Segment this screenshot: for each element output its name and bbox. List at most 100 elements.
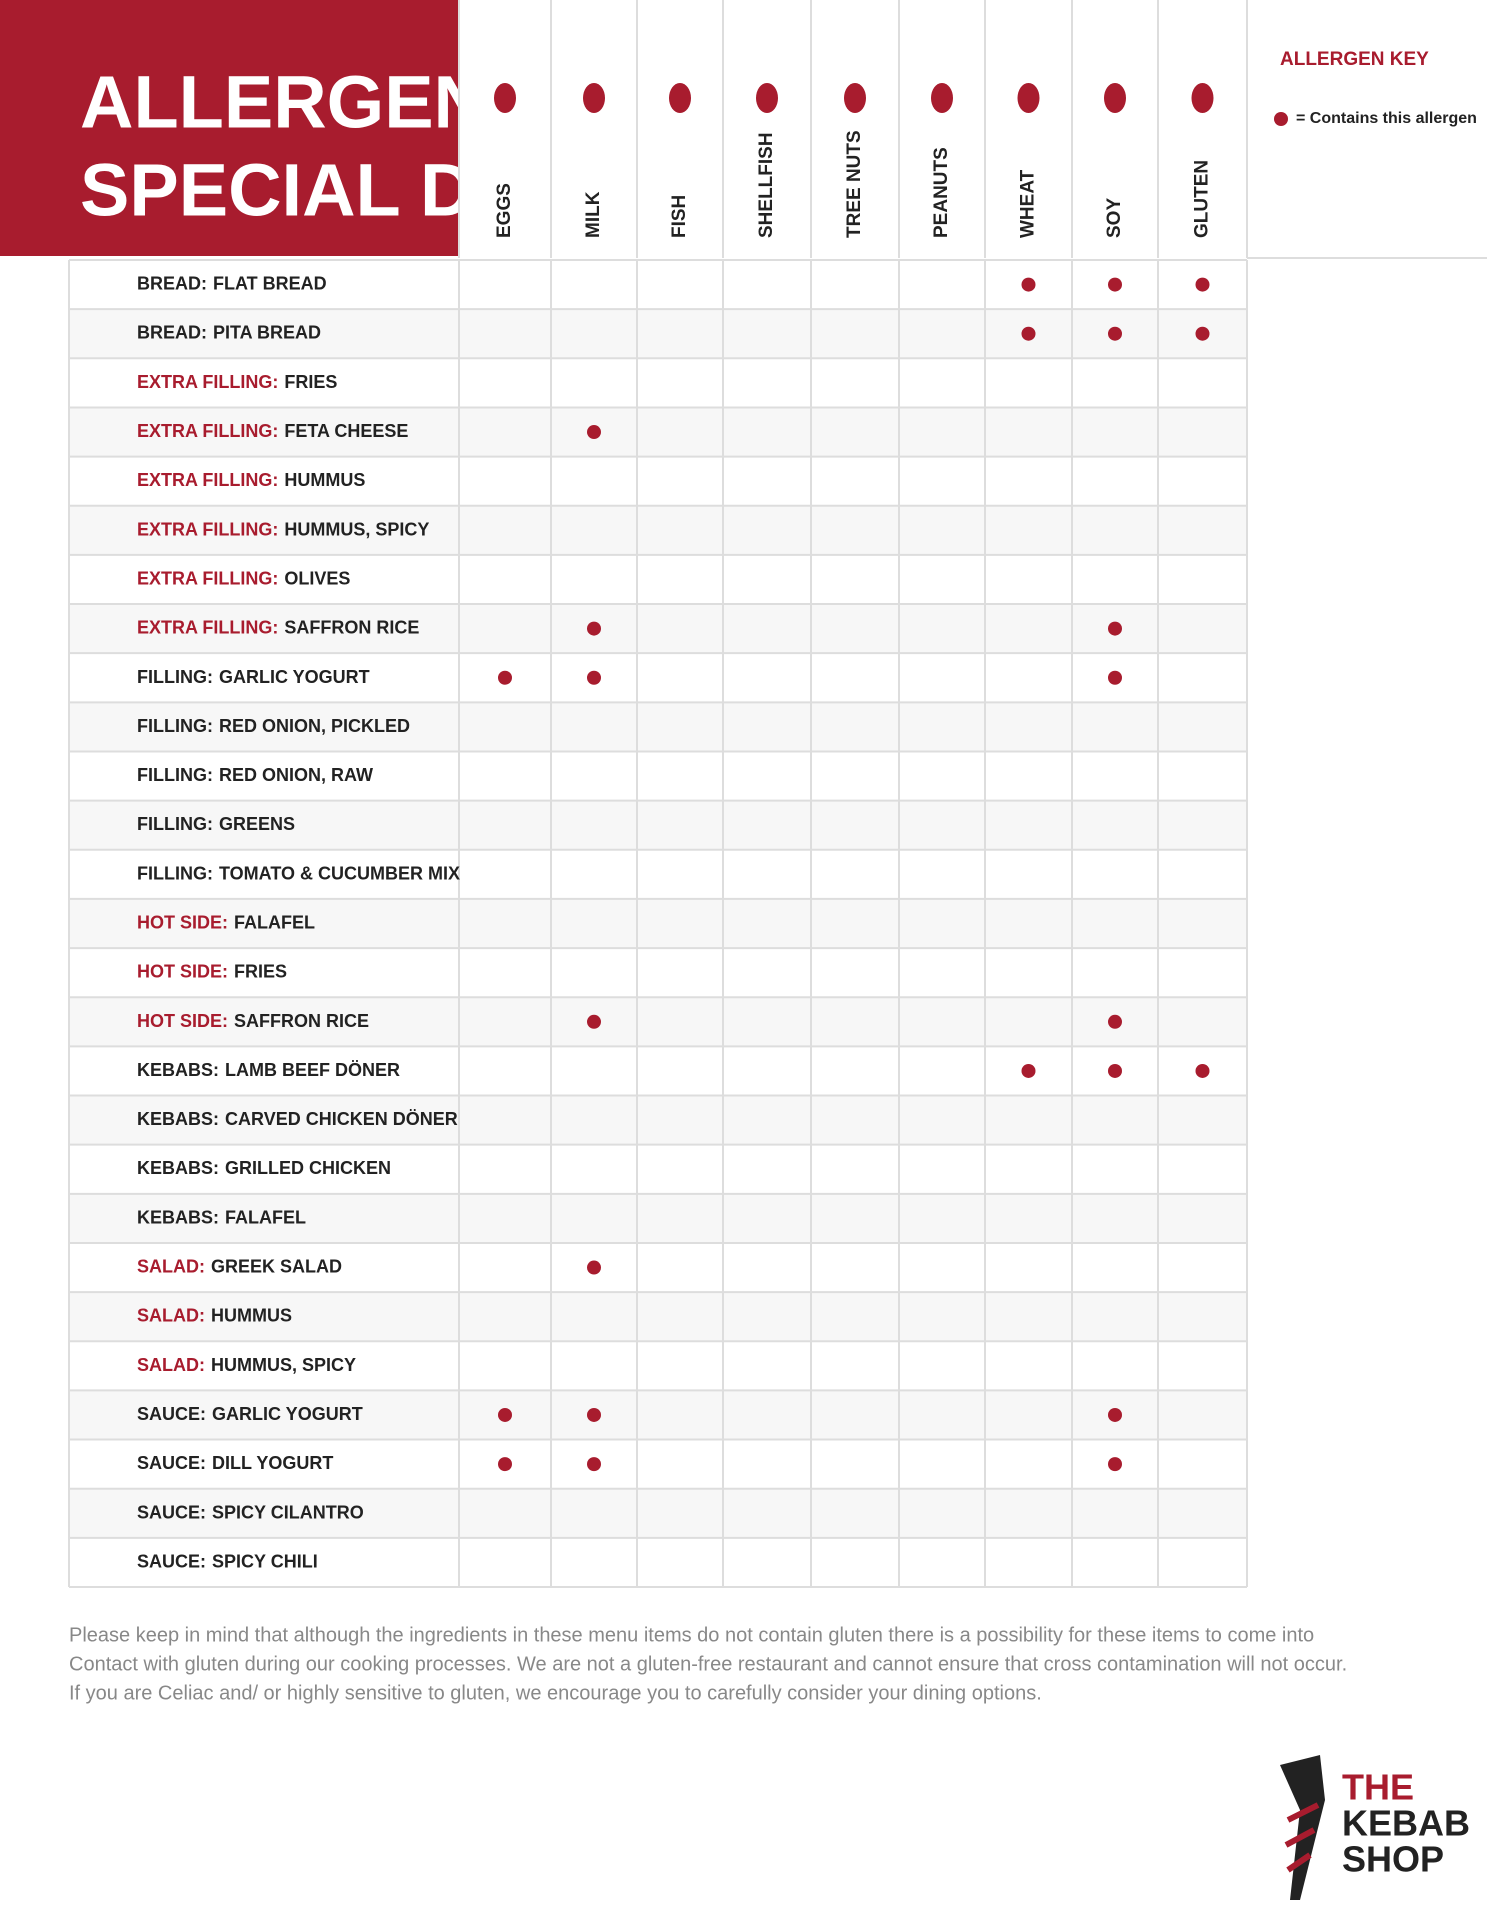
allergen-icon <box>931 83 953 113</box>
row-item: RED ONION, PICKLED <box>219 716 410 736</box>
column-header: PEANUTS <box>931 147 952 238</box>
row-category: KEBABS: <box>137 1207 219 1227</box>
column-header: MILK <box>583 191 604 238</box>
row-band <box>69 505 1247 555</box>
row-band <box>69 1488 1247 1538</box>
row-label: EXTRA FILLING: FETA CHEESE <box>137 421 408 441</box>
disclaimer-line: Contact with gluten during our cooking p… <box>69 1653 1347 1675</box>
row-item: HUMMUS, SPICY <box>284 519 429 539</box>
row-item: HUMMUS, SPICY <box>211 1355 356 1375</box>
allergen-dot <box>1021 277 1036 292</box>
disclaimer-line: If you are Celiac and/ or highly sensiti… <box>69 1682 1042 1704</box>
row-category: SAUCE: <box>137 1453 206 1473</box>
row-item: SAFFRON RICE <box>284 617 419 637</box>
row-item: PITA BREAD <box>213 322 321 342</box>
row-label: HOT SIDE: FALAFEL <box>137 912 315 932</box>
allergen-dot <box>1195 277 1210 292</box>
column-header: TREE NUTS <box>844 130 865 238</box>
allergen-dot <box>1108 1457 1122 1472</box>
row-label: KEBABS: FALAFEL <box>137 1207 306 1227</box>
row-item: FALAFEL <box>234 912 315 932</box>
row-label: EXTRA FILLING: FRIES <box>137 372 337 392</box>
row-band <box>69 309 1247 359</box>
row-category: EXTRA FILLING: <box>137 519 278 539</box>
row-label: FILLING: GARLIC YOGURT <box>137 667 370 687</box>
row-band <box>69 702 1247 752</box>
row-item: GREEK SALAD <box>211 1256 342 1276</box>
row-category: HOT SIDE: <box>137 961 228 981</box>
row-item: FALAFEL <box>225 1207 306 1227</box>
disclaimer-line: Please keep in mind that although the in… <box>69 1624 1314 1646</box>
row-label: KEBABS: GRILLED CHICKEN <box>137 1158 391 1178</box>
row-label: EXTRA FILLING: OLIVES <box>137 568 350 588</box>
allergen-icon <box>494 83 516 113</box>
row-item: DILL YOGURT <box>212 1453 333 1473</box>
allergen-dot <box>587 1457 601 1472</box>
allergen-dot <box>498 1457 512 1472</box>
row-label: SALAD: HUMMUS, SPICY <box>137 1355 356 1375</box>
logo-mark <box>1280 1755 1325 1900</box>
row-band <box>69 800 1247 850</box>
allergen-dot <box>1108 1014 1122 1029</box>
allergen-dot <box>1108 1063 1122 1078</box>
row-item: TOMATO & CUCUMBER MIX <box>219 863 460 883</box>
row-item: GARLIC YOGURT <box>212 1404 363 1424</box>
allergen-dot <box>1021 326 1036 341</box>
logo-text: KEBAB <box>1342 1803 1470 1844</box>
title-line: ALLERGEN & <box>80 61 561 144</box>
allergen-icon <box>756 83 778 113</box>
row-label: KEBABS: LAMB BEEF DÖNER <box>137 1060 400 1080</box>
column-header: FISH <box>669 195 690 238</box>
row-band <box>69 604 1247 654</box>
row-category: EXTRA FILLING: <box>137 372 278 392</box>
column-header: WHEAT <box>1018 169 1039 238</box>
row-category: FILLING: <box>137 814 213 834</box>
allergen-dot <box>1195 326 1210 341</box>
row-item: GRILLED CHICKEN <box>225 1158 391 1178</box>
row-item: GREENS <box>219 814 295 834</box>
allergen-dot <box>1108 277 1122 292</box>
row-item: HUMMUS <box>284 470 365 490</box>
row-category: SALAD: <box>137 1256 205 1276</box>
row-item: SPICY CILANTRO <box>212 1502 364 1522</box>
title-line: SPECIAL DIET <box>80 149 589 232</box>
allergen-dot <box>587 670 601 685</box>
allergen-dot <box>1195 1063 1210 1078</box>
row-label: SAUCE: DILL YOGURT <box>137 1453 333 1473</box>
row-label: EXTRA FILLING: HUMMUS <box>137 470 365 490</box>
row-category: KEBABS: <box>137 1109 219 1129</box>
row-label: BREAD: PITA BREAD <box>137 322 321 342</box>
allergen-icon <box>669 83 691 113</box>
row-label: SAUCE: SPICY CILANTRO <box>137 1502 364 1522</box>
allergen-icon <box>844 83 866 113</box>
row-category: FILLING: <box>137 716 213 736</box>
allergen-icon <box>1104 83 1126 113</box>
row-label: EXTRA FILLING: SAFFRON RICE <box>137 617 419 637</box>
row-category: KEBABS: <box>137 1060 219 1080</box>
row-label: BREAD: FLAT BREAD <box>137 273 327 293</box>
allergen-dot <box>498 670 512 685</box>
row-label: SALAD: HUMMUS <box>137 1305 292 1325</box>
row-category: BREAD: <box>137 322 207 342</box>
allergen-dot <box>587 1407 601 1422</box>
allergen-dot <box>498 1407 512 1422</box>
row-item: SAFFRON RICE <box>234 1011 369 1031</box>
logo-text: SHOP <box>1342 1839 1444 1880</box>
row-category: FILLING: <box>137 863 213 883</box>
allergen-dot <box>1108 1407 1122 1422</box>
row-item: CARVED CHICKEN DÖNER <box>225 1109 458 1129</box>
column-header: SOY <box>1104 198 1125 238</box>
row-category: SAUCE: <box>137 1502 206 1522</box>
row-item: FRIES <box>234 961 287 981</box>
logo-stripes <box>1284 1802 1320 1873</box>
row-category: FILLING: <box>137 765 213 785</box>
row-category: EXTRA FILLING: <box>137 470 278 490</box>
row-category: BREAD: <box>137 273 207 293</box>
row-band <box>69 1390 1247 1440</box>
row-label: FILLING: RED ONION, RAW <box>137 765 373 785</box>
allergen-dot <box>587 1014 601 1029</box>
row-item: RED ONION, RAW <box>219 765 373 785</box>
allergen-icon <box>583 83 605 113</box>
row-category: SAUCE: <box>137 1404 206 1424</box>
row-label: SAUCE: GARLIC YOGURT <box>137 1404 363 1424</box>
